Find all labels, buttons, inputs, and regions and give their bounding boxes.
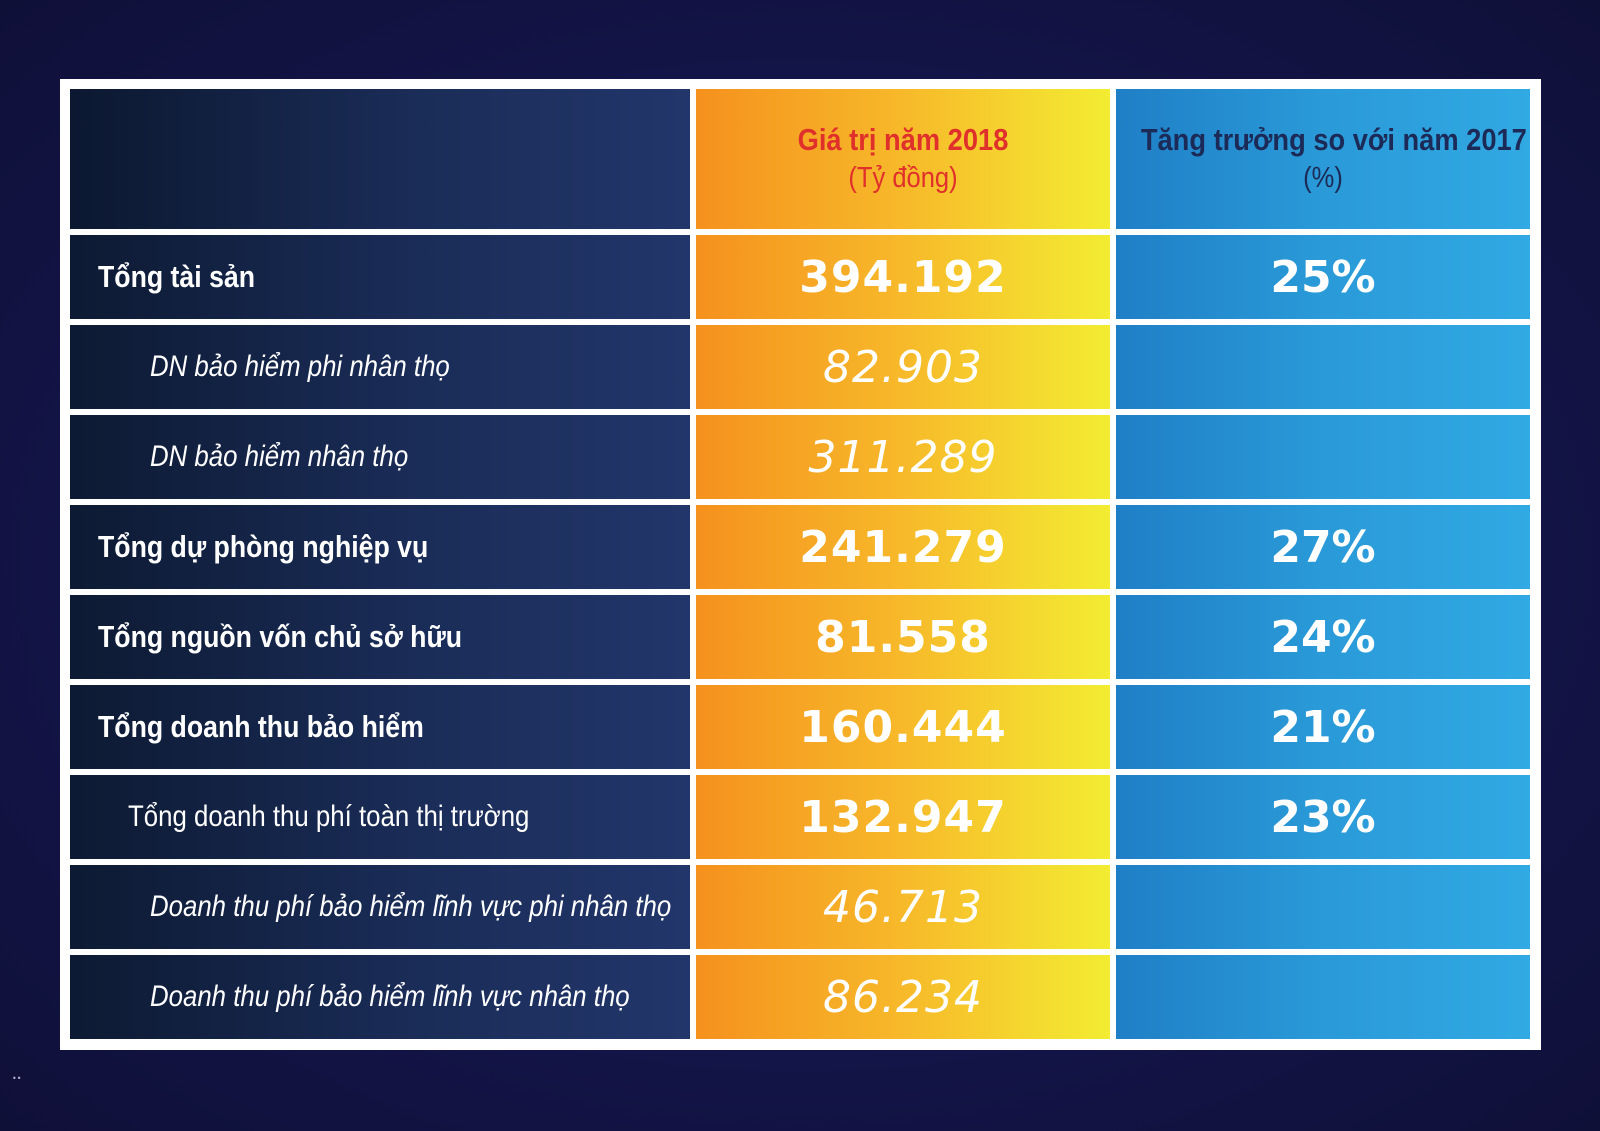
table-row-value-cell: 394.192 bbox=[696, 235, 1110, 319]
row-growth: 21% bbox=[1270, 701, 1376, 753]
header-growth-cell: Tăng trưởng so với năm 2017 (%) bbox=[1116, 89, 1530, 229]
growth-column-unit: (%) bbox=[1303, 162, 1343, 195]
growth-column-title: Tăng trưởng so với năm 2017 bbox=[1140, 122, 1527, 157]
table-row-growth-cell bbox=[1116, 325, 1530, 409]
row-label: Doanh thu phí bảo hiểm lĩnh vực nhân thọ bbox=[150, 980, 630, 1013]
row-value: 311.289 bbox=[808, 431, 998, 483]
table-row-label-cell: DN bảo hiểm phi nhân thọ bbox=[70, 325, 690, 409]
table-row-growth-cell: 27% bbox=[1116, 505, 1530, 589]
row-growth: 24% bbox=[1270, 611, 1376, 663]
table-row-label-cell: Tổng nguồn vốn chủ sở hữu bbox=[70, 595, 690, 679]
table-row-value-cell: 311.289 bbox=[696, 415, 1110, 499]
row-value: 46.713 bbox=[823, 881, 983, 933]
row-growth: 23% bbox=[1270, 791, 1376, 843]
table-row-label-cell: DN bảo hiểm nhân thọ bbox=[70, 415, 690, 499]
row-value: 81.558 bbox=[815, 611, 991, 663]
table-row-growth-cell: 24% bbox=[1116, 595, 1530, 679]
row-label: DN bảo hiểm phi nhân thọ bbox=[150, 350, 450, 383]
row-label: DN bảo hiểm nhân thọ bbox=[150, 440, 409, 473]
table-row-growth-cell bbox=[1116, 955, 1530, 1039]
header-value-cell: Giá trị năm 2018 (Tỷ đồng) bbox=[696, 89, 1110, 229]
table-row-label-cell: Tổng doanh thu bảo hiểm bbox=[70, 685, 690, 769]
header-label-cell bbox=[70, 89, 690, 229]
data-table: Giá trị năm 2018 (Tỷ đồng) Tăng trưởng s… bbox=[70, 89, 1530, 1039]
row-value: 86.234 bbox=[823, 971, 983, 1023]
table-row-label-cell: Doanh thu phí bảo hiểm lĩnh vực nhân thọ bbox=[70, 955, 690, 1039]
row-value: 160.444 bbox=[799, 701, 1007, 753]
row-label: Tổng tài sản bbox=[98, 259, 256, 294]
row-value: 132.947 bbox=[799, 791, 1007, 843]
table-row-value-cell: 46.713 bbox=[696, 865, 1110, 949]
row-growth: 27% bbox=[1270, 521, 1376, 573]
table-row-growth-cell bbox=[1116, 865, 1530, 949]
table-row-value-cell: 132.947 bbox=[696, 775, 1110, 859]
table-row-value-cell: 86.234 bbox=[696, 955, 1110, 1039]
table-row-label-cell: Tổng doanh thu phí toàn thị trường bbox=[70, 775, 690, 859]
row-label: Tổng nguồn vốn chủ sở hữu bbox=[98, 619, 463, 654]
row-label: Tổng doanh thu phí toàn thị trường bbox=[128, 800, 530, 833]
table-row-label-cell: Tổng tài sản bbox=[70, 235, 690, 319]
table-row-label-cell: Doanh thu phí bảo hiểm lĩnh vực phi nhân… bbox=[70, 865, 690, 949]
row-growth: 25% bbox=[1270, 251, 1376, 303]
table-row-growth-cell: 21% bbox=[1116, 685, 1530, 769]
row-value: 82.903 bbox=[823, 341, 983, 393]
table-row-value-cell: 241.279 bbox=[696, 505, 1110, 589]
table-row-label-cell: Tổng dự phòng nghiệp vụ bbox=[70, 505, 690, 589]
table-row-value-cell: 81.558 bbox=[696, 595, 1110, 679]
row-label: Tổng doanh thu bảo hiểm bbox=[98, 709, 424, 744]
row-value: 394.192 bbox=[799, 251, 1007, 303]
table-row-growth-cell: 25% bbox=[1116, 235, 1530, 319]
corner-mark: •• bbox=[12, 1074, 22, 1083]
table-frame: Giá trị năm 2018 (Tỷ đồng) Tăng trưởng s… bbox=[60, 79, 1541, 1050]
row-label: Tổng dự phòng nghiệp vụ bbox=[98, 529, 429, 564]
table-row-value-cell: 82.903 bbox=[696, 325, 1110, 409]
value-column-title: Giá trị năm 2018 bbox=[797, 122, 1009, 157]
row-label: Doanh thu phí bảo hiểm lĩnh vực phi nhân… bbox=[150, 890, 672, 923]
table-row-growth-cell: 23% bbox=[1116, 775, 1530, 859]
table-row-growth-cell bbox=[1116, 415, 1530, 499]
row-value: 241.279 bbox=[799, 521, 1007, 573]
table-row-value-cell: 160.444 bbox=[696, 685, 1110, 769]
value-column-unit: (Tỷ đồng) bbox=[848, 162, 958, 195]
